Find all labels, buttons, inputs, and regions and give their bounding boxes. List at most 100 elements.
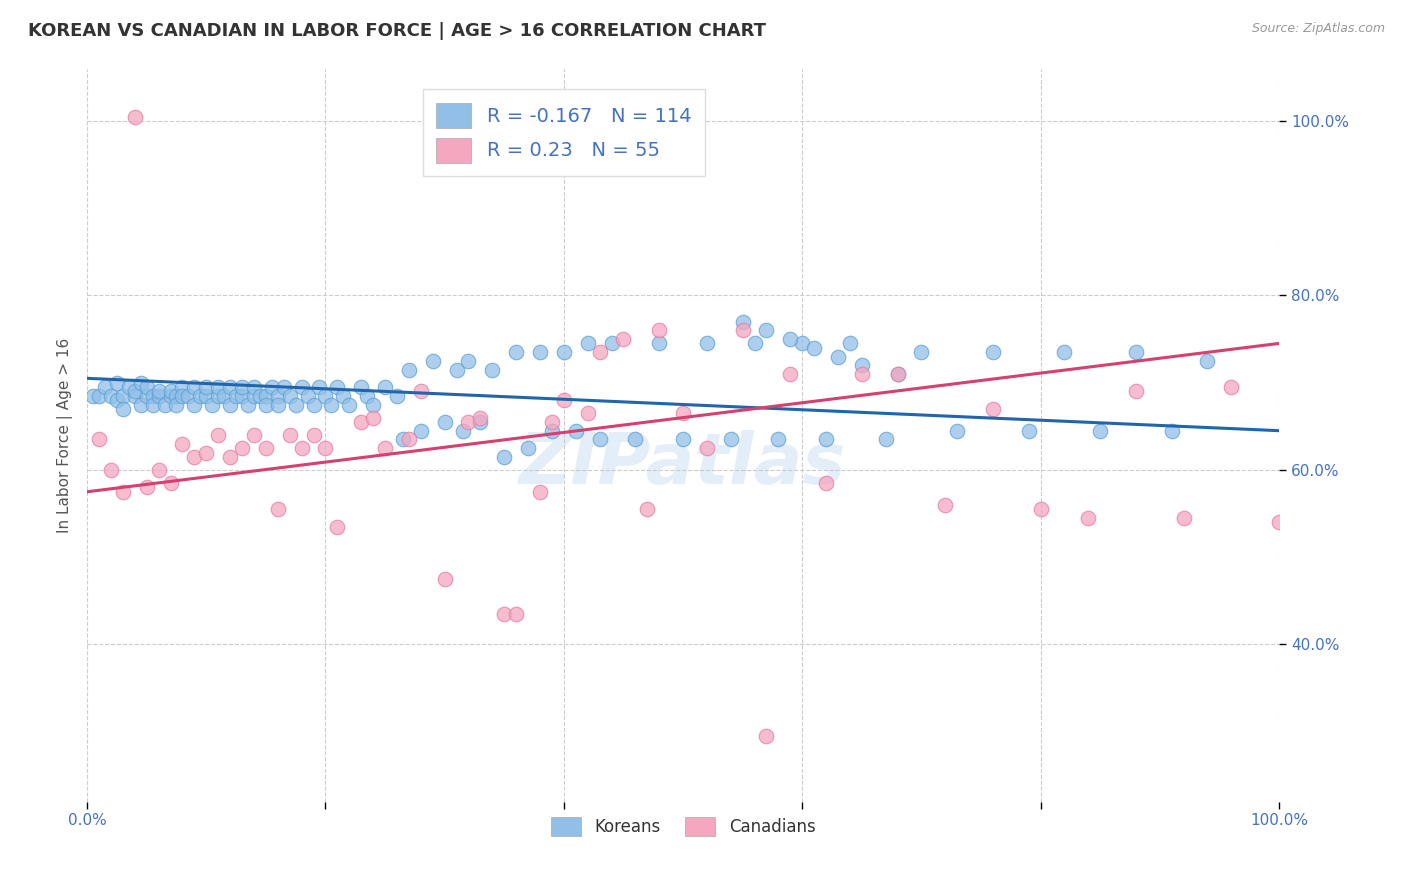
Point — [696, 336, 718, 351]
Point — [142, 397, 165, 411]
Point — [1173, 511, 1195, 525]
Point — [188, 389, 211, 403]
Point — [219, 380, 242, 394]
Point — [135, 480, 157, 494]
Point — [105, 376, 128, 390]
Point — [291, 380, 314, 394]
Point — [981, 345, 1004, 359]
Point — [588, 433, 610, 447]
Point — [278, 428, 301, 442]
Point — [433, 415, 456, 429]
Point — [326, 519, 349, 533]
Point — [720, 433, 742, 447]
Point — [166, 397, 188, 411]
Point — [451, 424, 474, 438]
Point — [302, 397, 325, 411]
Point — [159, 384, 181, 399]
Point — [875, 433, 897, 447]
Point — [886, 367, 908, 381]
Point — [361, 410, 384, 425]
Point — [1090, 424, 1112, 438]
Point — [648, 323, 671, 337]
Point — [129, 376, 152, 390]
Point — [129, 397, 152, 411]
Point — [505, 345, 527, 359]
Point — [946, 424, 969, 438]
Point — [356, 389, 378, 403]
Point — [100, 389, 122, 403]
Point — [851, 367, 873, 381]
Point — [672, 406, 695, 420]
Point — [494, 607, 516, 621]
Point — [398, 362, 420, 376]
Point — [207, 389, 229, 403]
Point — [302, 428, 325, 442]
Point — [576, 336, 599, 351]
Point — [385, 389, 408, 403]
Point — [1125, 345, 1147, 359]
Point — [576, 406, 599, 420]
Point — [111, 389, 134, 403]
Point — [254, 389, 277, 403]
Point — [815, 433, 838, 447]
Point — [207, 380, 229, 394]
Point — [838, 336, 860, 351]
Point — [124, 389, 146, 403]
Point — [1220, 380, 1243, 394]
Point — [135, 380, 157, 394]
Point — [517, 441, 540, 455]
Point — [541, 415, 564, 429]
Point — [374, 380, 396, 394]
Point — [457, 354, 479, 368]
Point — [588, 345, 610, 359]
Point — [243, 380, 266, 394]
Point — [195, 380, 218, 394]
Point — [470, 415, 492, 429]
Point — [267, 397, 290, 411]
Point — [827, 350, 849, 364]
Point — [260, 380, 283, 394]
Point — [624, 433, 647, 447]
Point — [803, 341, 825, 355]
Point — [332, 389, 354, 403]
Point — [1029, 502, 1052, 516]
Point — [308, 380, 330, 394]
Point — [225, 389, 247, 403]
Point — [529, 484, 551, 499]
Point — [183, 450, 205, 464]
Legend: Koreans, Canadians: Koreans, Canadians — [543, 809, 824, 845]
Point — [565, 424, 588, 438]
Point — [981, 401, 1004, 416]
Point — [148, 389, 170, 403]
Point — [934, 498, 956, 512]
Point — [159, 389, 181, 403]
Point — [111, 401, 134, 416]
Point — [177, 389, 200, 403]
Point — [153, 397, 176, 411]
Point — [361, 397, 384, 411]
Point — [337, 397, 360, 411]
Point — [1018, 424, 1040, 438]
Point — [142, 389, 165, 403]
Point — [1077, 511, 1099, 525]
Point — [457, 415, 479, 429]
Point — [94, 380, 117, 394]
Point — [779, 367, 801, 381]
Point — [1125, 384, 1147, 399]
Point — [755, 323, 778, 337]
Point — [254, 441, 277, 455]
Point — [731, 323, 754, 337]
Point — [494, 450, 516, 464]
Point — [422, 354, 444, 368]
Point — [600, 336, 623, 351]
Point — [612, 332, 634, 346]
Point — [219, 450, 242, 464]
Point — [433, 572, 456, 586]
Point — [409, 384, 432, 399]
Point — [672, 433, 695, 447]
Point — [124, 384, 146, 399]
Point — [696, 441, 718, 455]
Point — [207, 428, 229, 442]
Point — [243, 389, 266, 403]
Point — [326, 380, 349, 394]
